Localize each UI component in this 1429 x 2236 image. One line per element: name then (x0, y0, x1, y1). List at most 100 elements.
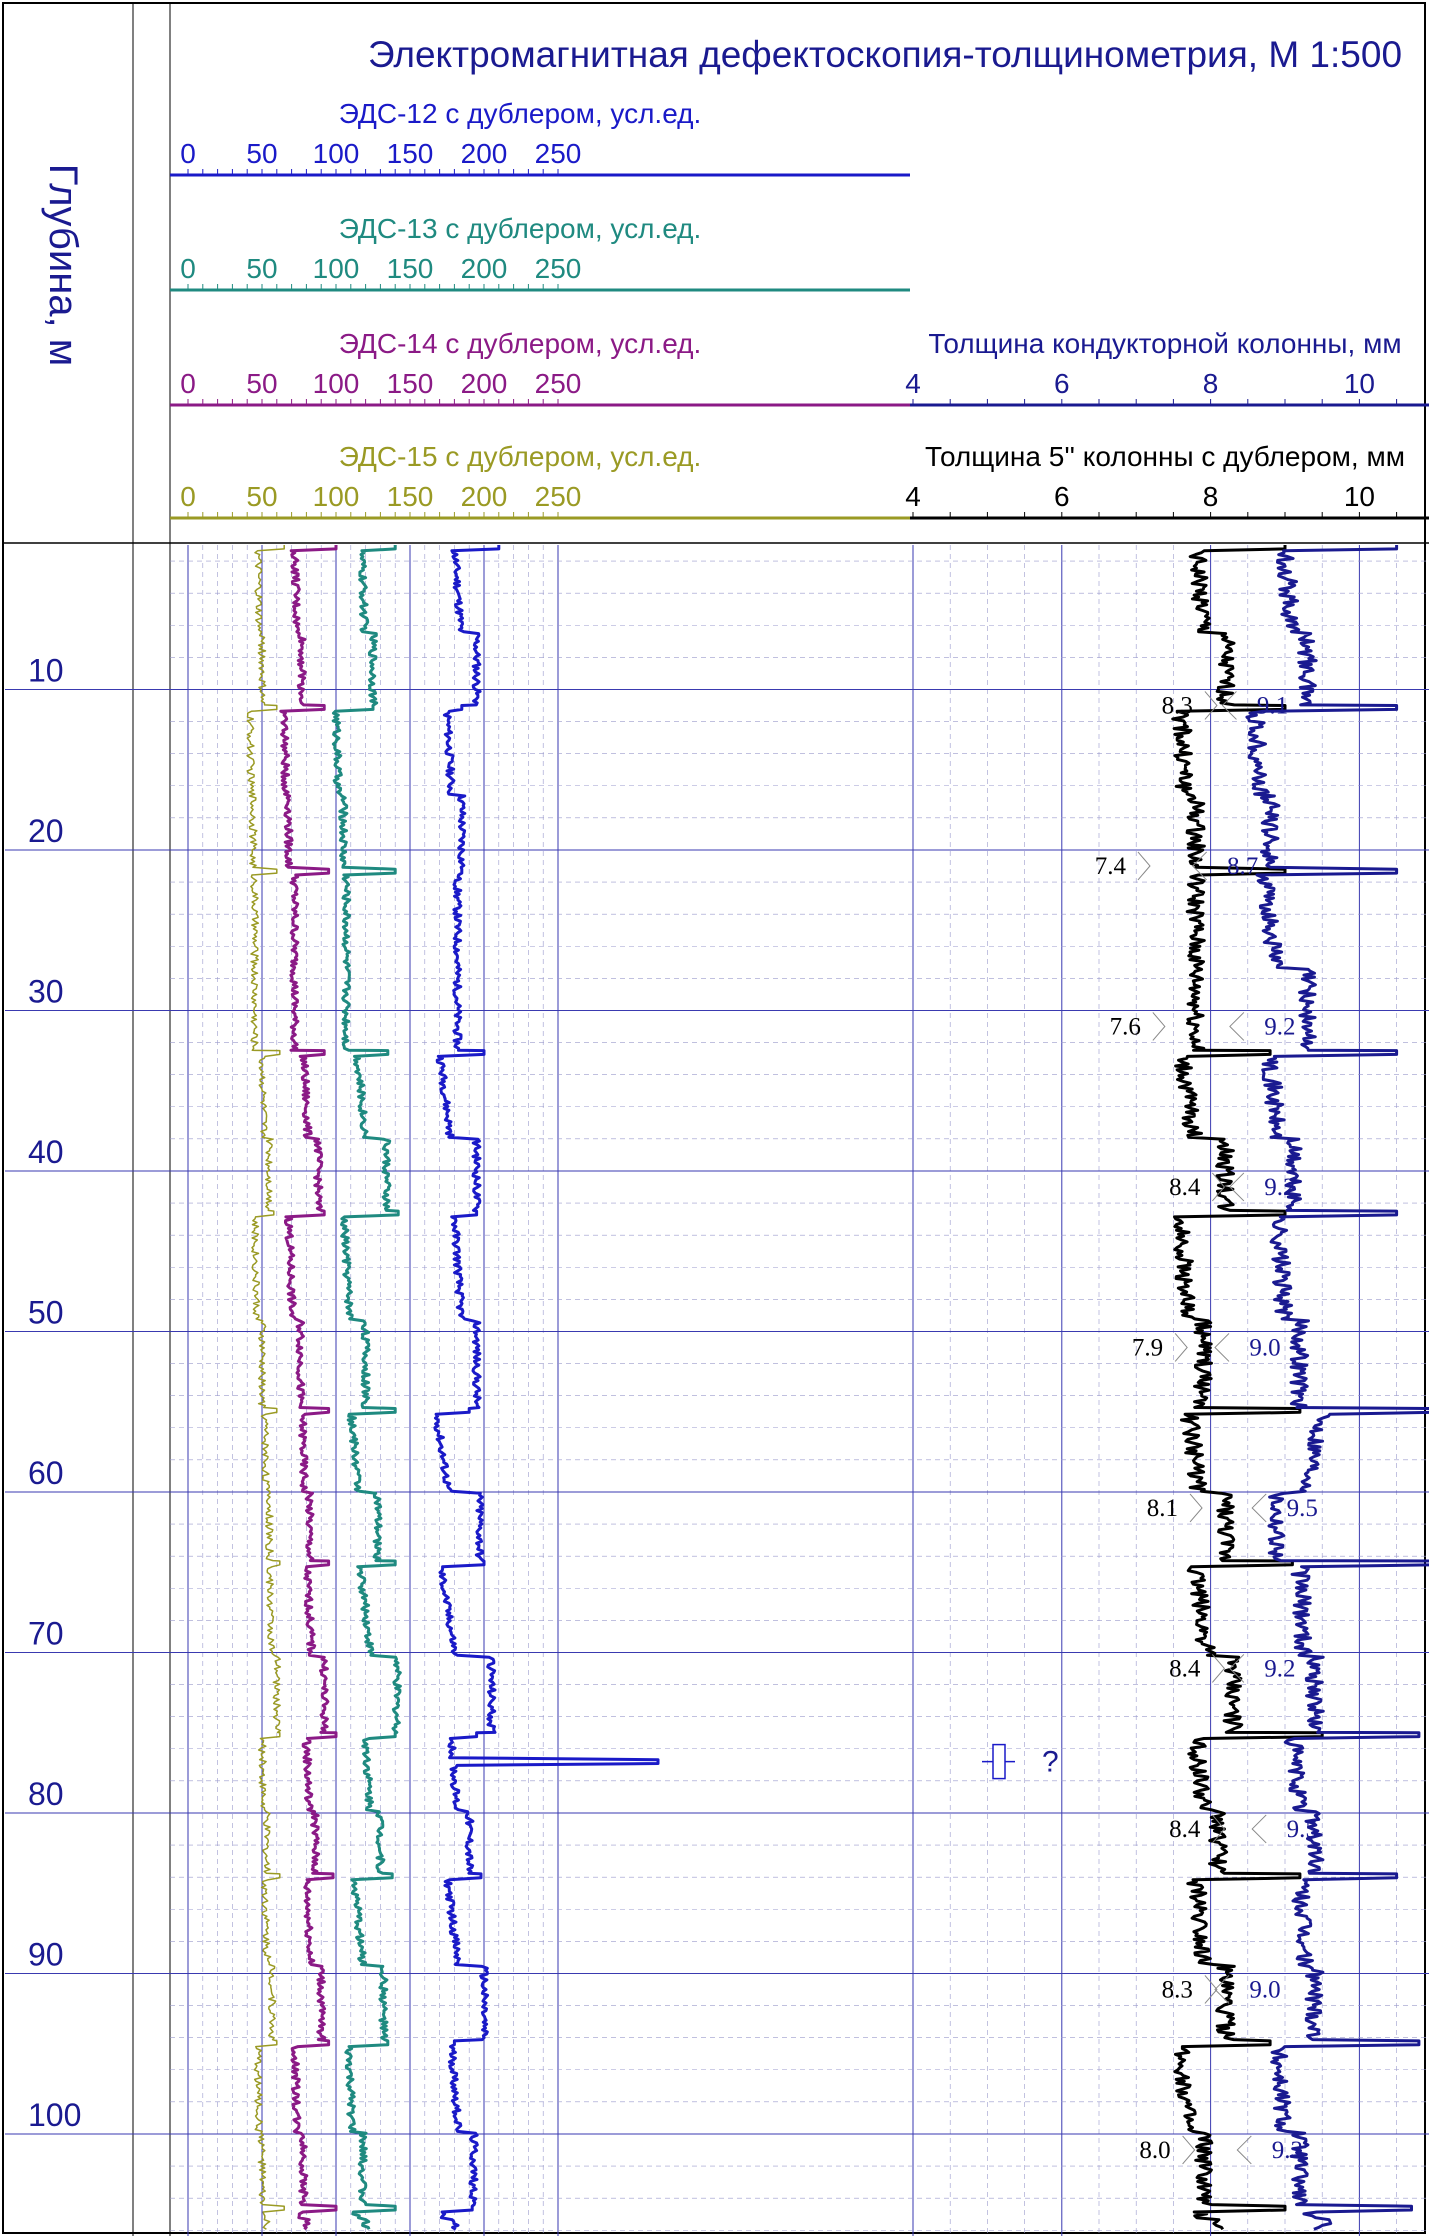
chevron-left-icon (1236, 2135, 1252, 2165)
annotation-label: 7.6 (1110, 1013, 1141, 1040)
annotation-label: 9.3 (1272, 2137, 1303, 2164)
depth-tick-label: 40 (28, 1134, 64, 1170)
depth-tick-label: 80 (28, 1776, 64, 1812)
scale-tick-label: 250 (535, 368, 582, 399)
thickness-annotation: 9.2 (1229, 1654, 1296, 1683)
curves (246, 545, 1429, 2231)
scale-tick-label: 4 (905, 481, 921, 512)
scale-tick-label: 0 (180, 138, 196, 169)
chevron-right-icon (1204, 1975, 1218, 2004)
track-scale-2: 0 50 100 150 200 250 ЭДС-14 с дублером, усл.ед… (170, 328, 910, 407)
chevron-right-icon (1182, 2135, 1196, 2165)
thickness-annotation: 9.3 (1236, 2135, 1303, 2165)
thickness-annotation: 9.5 (1251, 1493, 1318, 1523)
track-name: Толщина 5'' колонны с дублером, мм (925, 441, 1405, 472)
track-scale-1: 0 50 100 150 200 250 ЭДС-13 с дублером, усл.ед… (170, 213, 910, 292)
depth-tick-label: 70 (28, 1615, 64, 1651)
annotation-label: 9.2 (1264, 1013, 1295, 1040)
depth-tick-label: 50 (28, 1294, 64, 1330)
scale-tick-label: 150 (387, 368, 434, 399)
annotation-label: 8.0 (1139, 2137, 1170, 2164)
scale-tick-label: 200 (461, 138, 508, 169)
annotation-label: 8.3 (1162, 692, 1193, 719)
depth-tick-label: 60 (28, 1455, 64, 1491)
track-name: Толщина кондукторной колонны, мм (928, 328, 1401, 359)
series-line-5 (1245, 545, 1429, 2231)
thickness-annotation: 8.1 (1147, 1493, 1203, 1523)
thickness-annotation: 7.6 (1110, 1012, 1166, 1041)
scale-tick-label: 8 (1203, 481, 1219, 512)
chevron-right-icon (1189, 1493, 1203, 1523)
thickness-annotation: 8.7 (1191, 851, 1258, 881)
scale-tick-label: 0 (180, 481, 196, 512)
thickness-annotation: 9.0 (1214, 1333, 1281, 1362)
depth-tick-label: 100 (28, 2097, 81, 2133)
scale-tick-label: 4 (905, 368, 921, 399)
scale-tick-label: 6 (1054, 368, 1070, 399)
chevron-right-icon (1174, 1333, 1188, 1362)
anomaly-box-icon (992, 1743, 1006, 1780)
chevron-left-icon (1214, 1975, 1230, 2004)
scale-tick-label: 0 (180, 253, 196, 284)
scale-tick-label: 200 (461, 481, 508, 512)
scale-tick-label: 0 (180, 368, 196, 399)
series-line-4 (1171, 545, 1324, 2231)
scale-tick-label: 50 (246, 481, 277, 512)
track-scale-3: 0 50 100 150 200 250 ЭДС-15 с дублером, усл.ед… (170, 441, 910, 520)
annotation-label: 9.0 (1249, 1976, 1280, 2003)
scale-tick-label: 6 (1054, 481, 1070, 512)
chevron-left-icon (1229, 1172, 1245, 1202)
annotations: 8.3 9.1 7.4 8.7 7.6 9.2 8.4 9.2 7.9 9.0 8.1 9.5 8.4 9… (982, 691, 1318, 2165)
track-scale-5: 4 6 8 10 Толщина 5'' колонны с дублером, мм (905, 441, 1429, 520)
scale-tick-label: 50 (246, 368, 277, 399)
chevron-left-icon (1229, 1012, 1245, 1041)
series-line-0 (433, 545, 660, 2231)
scale-tick-label: 250 (535, 253, 582, 284)
annotation-label: 8.4 (1169, 1174, 1201, 1201)
thickness-annotation: 9.1 (1221, 691, 1288, 720)
scale-tick-label: 250 (535, 481, 582, 512)
anomaly-question-mark: ? (1042, 1746, 1059, 1779)
annotation-label: 9.5 (1287, 1816, 1318, 1843)
chevron-left-icon (1229, 1654, 1245, 1683)
chevron-right-icon (1152, 1012, 1166, 1041)
scale-tick-label: 10 (1344, 481, 1375, 512)
annotation-label: 9.5 (1287, 1495, 1318, 1522)
scale-tick-label: 10 (1344, 368, 1375, 399)
chevron-left-icon (1221, 691, 1237, 720)
thickness-annotation: 8.3 (1162, 691, 1218, 720)
thickness-annotation: 9.2 (1229, 1172, 1296, 1202)
scale-tick-label: 100 (313, 253, 360, 284)
track-name: ЭДС-15 с дублером, усл.ед. (339, 441, 702, 472)
thickness-annotation: 8.4 (1169, 1654, 1226, 1683)
thickness-annotation: 9.5 (1251, 1814, 1318, 1844)
thickness-annotation: 8.0 (1139, 2135, 1196, 2165)
annotation-label: 8.4 (1169, 1816, 1201, 1843)
scale-tick-label: 50 (246, 138, 277, 169)
thickness-annotation: 7.9 (1132, 1333, 1188, 1362)
chevron-left-icon (1251, 1814, 1267, 1844)
scale-tick-label: 100 (313, 368, 360, 399)
series-line-3 (246, 545, 285, 2230)
scale-tick-label: 150 (387, 253, 434, 284)
grid: 10 20 30 40 50 60 70 80 90 100 (5, 545, 1429, 2236)
annotation-label: 8.1 (1147, 1495, 1178, 1522)
depth-tick-label: 90 (28, 1936, 64, 1972)
depth-tick-label: 10 (28, 652, 64, 688)
depth-axis-label: Глубина, м (41, 164, 85, 367)
chevron-left-icon (1251, 1493, 1267, 1523)
annotation-label: 7.4 (1095, 853, 1127, 880)
chevron-left-icon (1191, 851, 1208, 881)
chevron-right-icon (1211, 1172, 1226, 1202)
annotation-label: 8.4 (1169, 1655, 1201, 1682)
thickness-annotation: 9.2 (1229, 1012, 1296, 1041)
chevron-right-icon (1211, 1654, 1226, 1683)
chevron-left-icon (1214, 1333, 1230, 1362)
annotation-label: 9.2 (1264, 1174, 1295, 1201)
thickness-annotation: 8.3 (1162, 1975, 1218, 2004)
scale-tick-label: 8 (1203, 368, 1219, 399)
